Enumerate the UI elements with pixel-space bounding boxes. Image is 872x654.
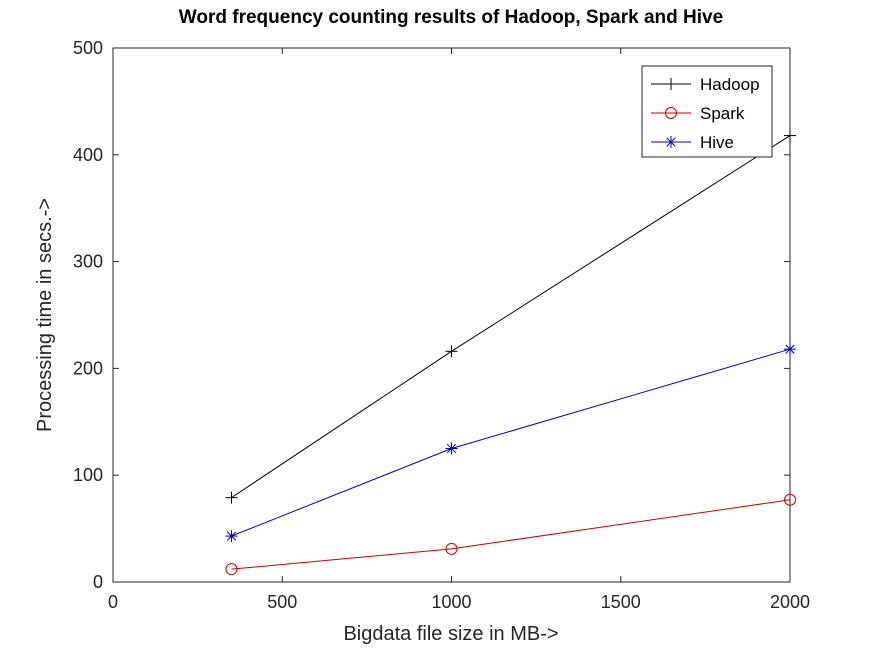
legend-label-hadoop: Hadoop — [700, 75, 760, 94]
data-point-spark — [225, 563, 238, 576]
y-tick-label: 500 — [73, 38, 103, 58]
y-axis-label: Processing time in secs.-> — [34, 198, 56, 432]
legend-label-hive: Hive — [700, 133, 734, 152]
legend-item-hive: Hive — [651, 133, 734, 152]
y-tick-label: 0 — [93, 572, 103, 592]
series-markers — [225, 129, 796, 576]
data-point-hadoop — [784, 129, 796, 142]
data-point-hadoop — [445, 345, 458, 358]
chart-title: Word frequency counting results of Hadoo… — [179, 7, 723, 28]
x-tick-label: 2000 — [770, 592, 810, 612]
data-point-spark — [784, 493, 796, 506]
legend-item-hadoop: Hadoop — [651, 75, 760, 94]
data-point-hive — [784, 343, 796, 356]
data-point-hive — [225, 530, 238, 543]
x-tick-label: 1500 — [601, 592, 641, 612]
y-tick-label: 400 — [73, 145, 103, 165]
y-tick-label: 200 — [73, 358, 103, 378]
axis-ticks: 0 500 1000 1500 2000 0 100 200 300 400 500 — [73, 38, 810, 612]
x-tick-label: 1000 — [431, 592, 471, 612]
series-line-spark — [231, 499, 791, 570]
y-tick-label: 300 — [73, 252, 103, 272]
legend: Hadoop Spark Hive — [641, 65, 773, 158]
data-point-hadoop — [225, 491, 238, 504]
legend-item-spark: Spark — [651, 104, 745, 123]
data-point-spark — [445, 542, 458, 555]
x-tick-label: 500 — [267, 592, 297, 612]
y-tick-label: 100 — [73, 465, 103, 485]
legend-marker-hive — [665, 136, 677, 148]
x-tick-label: 0 — [108, 592, 118, 612]
legend-label-spark: Spark — [700, 104, 745, 123]
x-axis-label: Bigdata file size in MB-> — [343, 623, 558, 645]
legend-marker-hadoop — [665, 78, 677, 90]
data-point-hive — [445, 442, 458, 455]
legend-marker-spark — [665, 107, 677, 119]
